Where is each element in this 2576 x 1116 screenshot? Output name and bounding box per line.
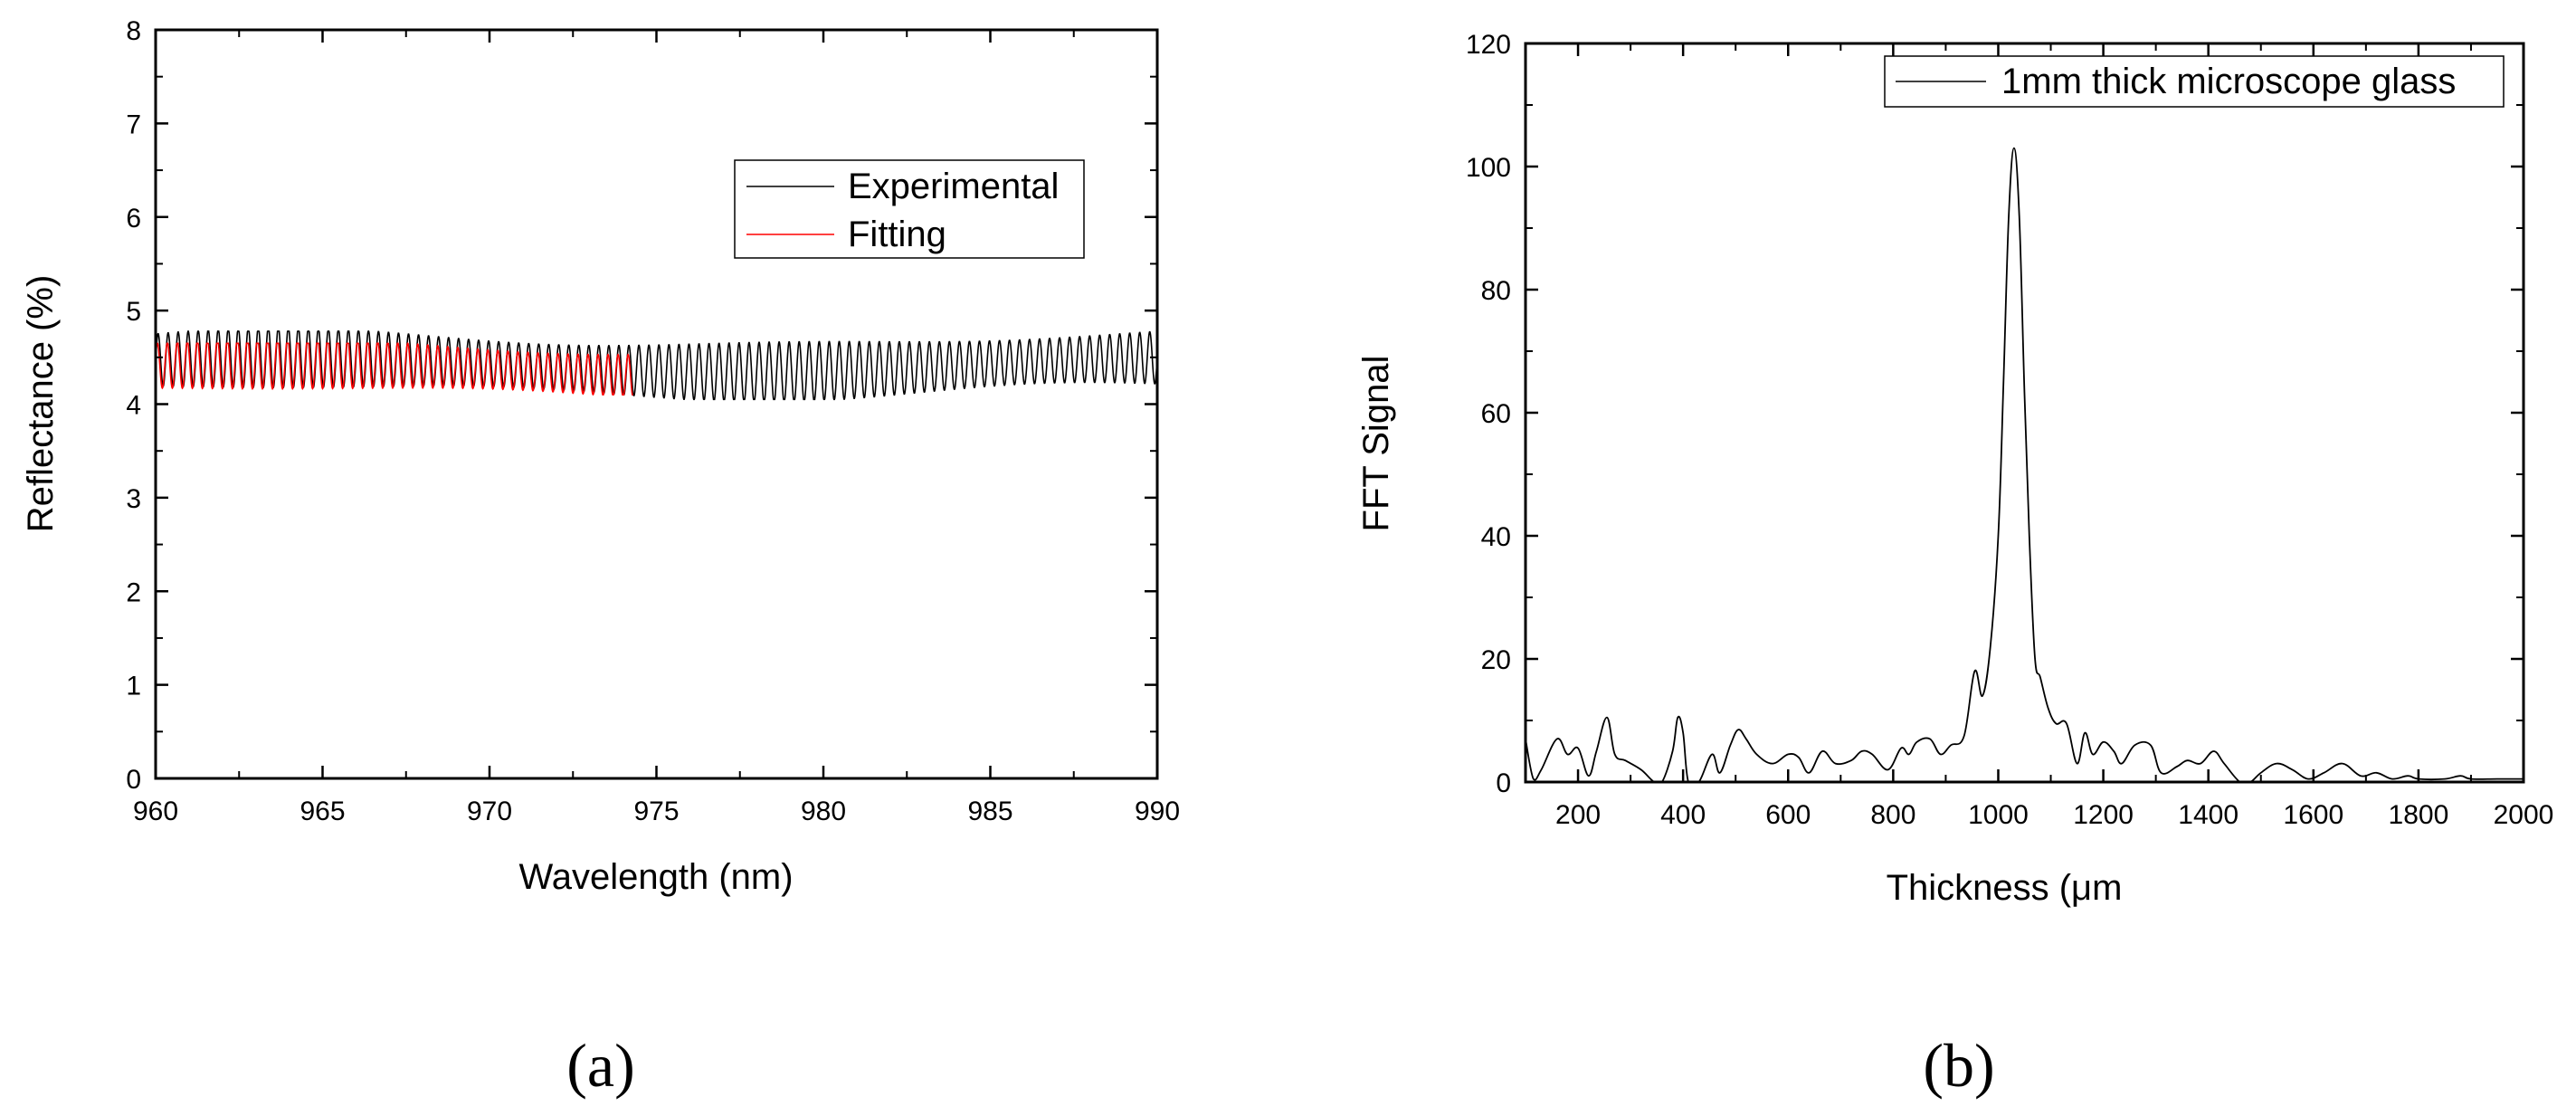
chart-a-x-tick-label: 980 xyxy=(801,796,846,826)
chart-b-series-fft xyxy=(1525,147,2524,783)
chart-b-legend-box xyxy=(1884,55,2505,108)
chart-b-x-tick-label: 1600 xyxy=(2283,800,2343,830)
chart-a-series-fitting xyxy=(155,342,633,396)
chart-b-x-tick-label: 1400 xyxy=(2178,800,2239,830)
chart-b-ticks: 200 400 600 800 1000 1200 1400 1600 1800 2000 0 20 4… xyxy=(1466,30,2553,830)
chart-b-y-axis-label: FFT Signal xyxy=(1356,356,1396,532)
chart-a-y-tick-label: 4 xyxy=(126,391,141,421)
chart-a-x-tick-label: 960 xyxy=(133,796,178,826)
chart-b-legend-label: 1mm thick microscope glass xyxy=(2001,62,2456,101)
chart-b-x-tick-label: 800 xyxy=(1870,800,1915,830)
chart-b-y-tick-label: 0 xyxy=(1496,768,1511,798)
chart-a-marks xyxy=(155,330,1158,401)
chart-a-x-tick-label: 985 xyxy=(967,796,1012,826)
panel-label-b: (b) xyxy=(1923,1031,1994,1100)
chart-a-ticks: 960 965 970 975 980 985 990 0 1 2 3 4 5 6 7 8 xyxy=(126,16,1180,826)
chart-b-y-tick-label: 20 xyxy=(1481,645,1511,675)
chart-b-fft: 200 400 600 800 1000 1200 1400 1600 1800 2000 0 20 4… xyxy=(1356,30,2553,908)
chart-b-legend: 1mm thick microscope glass xyxy=(1884,55,2505,108)
chart-a-legend-label-experimental: Experimental xyxy=(848,167,1059,206)
chart-b-x-tick-label: 1200 xyxy=(2073,800,2134,830)
chart-b-y-tick-label: 100 xyxy=(1466,153,1511,183)
chart-a-y-tick-label: 6 xyxy=(126,204,141,234)
chart-a-y-axis-label: Reflectance (%) xyxy=(21,275,61,533)
chart-b-x-tick-label: 200 xyxy=(1555,800,1601,830)
panel-label-a: (a) xyxy=(566,1031,634,1100)
chart-b-y-tick-label: 60 xyxy=(1481,399,1511,429)
chart-a-y-tick-label: 7 xyxy=(126,110,141,139)
chart-a-y-tick-label: 0 xyxy=(126,765,141,795)
chart-a-plot-frame xyxy=(154,28,1159,780)
chart-a-x-tick-label: 965 xyxy=(299,796,345,826)
chart-a-x-tick-label: 990 xyxy=(1135,796,1180,826)
chart-a-series-experimental xyxy=(155,330,1158,401)
chart-a-y-tick-label: 8 xyxy=(126,16,141,46)
chart-b-x-tick-label: 400 xyxy=(1660,800,1706,830)
chart-a-x-tick-label: 975 xyxy=(633,796,679,826)
chart-b-x-tick-label: 2000 xyxy=(2494,800,2554,830)
chart-a-legend: Experimental Fitting xyxy=(734,159,1085,259)
chart-b-y-tick-label: 40 xyxy=(1481,522,1511,552)
chart-a-x-axis-label: Wavelength (nm) xyxy=(518,857,793,897)
chart-a-legend-label-fitting: Fitting xyxy=(848,215,946,254)
chart-a-y-tick-label: 2 xyxy=(126,577,141,607)
chart-b-marks xyxy=(1525,147,2524,783)
chart-a-y-tick-label: 5 xyxy=(126,297,141,327)
chart-b-y-tick-label: 80 xyxy=(1481,276,1511,306)
chart-b-x-tick-label: 1800 xyxy=(2389,800,2449,830)
chart-b-y-tick-label: 120 xyxy=(1466,30,1511,60)
chart-a-legend-box xyxy=(734,159,1085,259)
chart-a-reflectance: 960 965 970 975 980 985 990 0 1 2 3 4 5 6 7 8 Wavelengt… xyxy=(21,16,1180,897)
chart-b-x-tick-label: 1000 xyxy=(1968,800,2029,830)
chart-a-x-tick-label: 970 xyxy=(467,796,512,826)
chart-a-y-tick-label: 3 xyxy=(126,484,141,514)
chart-b-x-tick-label: 600 xyxy=(1765,800,1811,830)
chart-b-x-axis-label: Thickness (μm xyxy=(1887,868,2123,908)
chart-a-y-tick-label: 1 xyxy=(126,672,141,701)
